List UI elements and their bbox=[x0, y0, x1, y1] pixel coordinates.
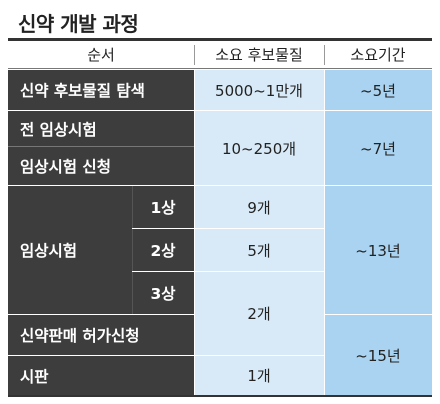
phase-1: 1상 bbox=[132, 186, 194, 228]
stage-trial-application: 임상시험 신청 bbox=[8, 147, 194, 185]
header-period: 소요기간 bbox=[324, 41, 432, 69]
phase-2: 2상 bbox=[132, 229, 194, 271]
candidates-search: 5000~1만개 bbox=[194, 70, 324, 110]
table-top-rule bbox=[8, 38, 432, 41]
row-divider bbox=[132, 228, 324, 229]
candidates-market: 1개 bbox=[194, 356, 324, 395]
phase-3: 3상 bbox=[132, 272, 194, 314]
candidates-phase-3-approval: 2개 bbox=[194, 272, 324, 355]
header-divider bbox=[324, 45, 325, 65]
period-preclinical: ~7년 bbox=[324, 111, 432, 185]
row-divider bbox=[8, 355, 324, 356]
table-bottom-rule bbox=[8, 395, 432, 397]
stage-candidate-search: 신약 후보물질 탐색 bbox=[8, 70, 194, 110]
stage-clinical-trial: 임상시험 bbox=[8, 186, 132, 314]
header-candidates: 소요 후보물질 bbox=[194, 41, 324, 69]
row-divider bbox=[132, 271, 324, 272]
period-clinical: ~13년 bbox=[324, 186, 432, 314]
column-divider bbox=[194, 70, 195, 395]
stage-market-launch: 시판 bbox=[8, 356, 194, 395]
period-search: ~5년 bbox=[324, 70, 432, 110]
row-divider bbox=[8, 185, 432, 186]
header-divider bbox=[194, 45, 195, 65]
column-divider bbox=[324, 70, 325, 395]
candidates-phase-2: 5개 bbox=[194, 229, 324, 271]
candidates-preclinical: 10~250개 bbox=[194, 111, 324, 185]
stage-approval-application: 신약판매 허가신청 bbox=[8, 315, 194, 355]
row-divider bbox=[8, 146, 194, 147]
row-divider bbox=[324, 314, 432, 315]
candidates-phase-1: 9개 bbox=[194, 186, 324, 228]
phase-divider bbox=[132, 186, 133, 314]
row-divider bbox=[8, 110, 432, 111]
period-approval-market: ~15년 bbox=[324, 315, 432, 395]
row-divider bbox=[8, 314, 194, 315]
header-order: 순서 bbox=[8, 41, 194, 69]
stage-preclinical: 전 임상시험 bbox=[8, 111, 194, 147]
page-title: 신약 개발 과정 bbox=[18, 12, 139, 36]
